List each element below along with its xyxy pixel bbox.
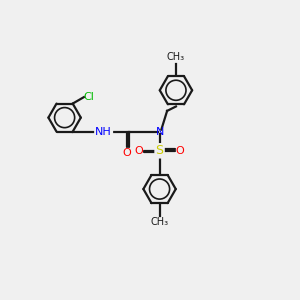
Text: CH₃: CH₃ xyxy=(167,52,185,62)
Text: CH₃: CH₃ xyxy=(151,217,169,227)
Text: N: N xyxy=(155,127,164,136)
Text: NH: NH xyxy=(95,127,112,136)
Text: O: O xyxy=(135,146,143,156)
Text: Cl: Cl xyxy=(84,92,94,101)
Text: S: S xyxy=(156,144,164,157)
Text: O: O xyxy=(176,146,184,156)
Text: O: O xyxy=(123,148,132,158)
